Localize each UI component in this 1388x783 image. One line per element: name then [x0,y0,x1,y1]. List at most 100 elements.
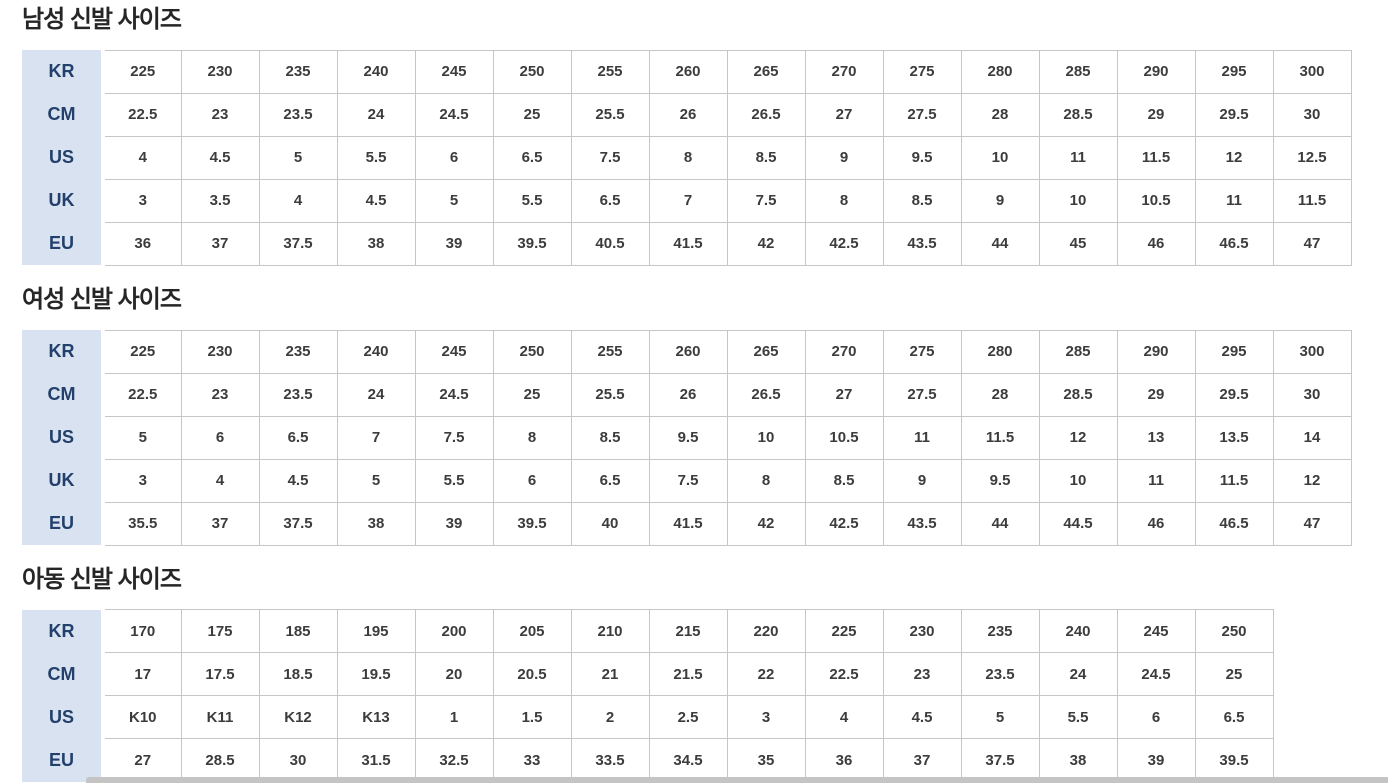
size-cell: 5.5 [492,178,572,223]
size-cell: 32.5 [414,738,494,783]
size-cell: 29 [1116,372,1196,417]
size-cell: 230 [180,329,260,374]
size-cell: 6.5 [570,178,650,223]
size-cell: 23 [180,92,260,137]
size-cell: 1 [414,695,494,740]
size-cell: 28 [960,372,1040,417]
size-cell: 3 [102,178,182,223]
section-title: 남성 신발 사이즈 [22,6,182,33]
size-cell: 6 [492,458,572,503]
table-row: EU 27 28.5 30 31.5 32.5 33 33.5 34.5 35 36 37 37.5 38… [22,738,1274,783]
size-cell: 30 [1272,92,1352,137]
size-cell: 37 [882,738,962,783]
size-cell: 8.5 [804,458,884,503]
size-cell: 27 [804,92,884,137]
size-cell: 265 [726,49,806,94]
size-cell: 39.5 [492,221,572,266]
size-cell: 44 [960,501,1040,546]
size-cell: 5 [336,458,416,503]
size-cell: 2 [570,695,650,740]
size-cell: 7.5 [648,458,728,503]
size-cell: 1.5 [492,695,572,740]
section-title: 여성 신발 사이즈 [22,285,182,313]
size-table: KR 170 175 185 195 200 205 210 215 220 225 230 235 24… [22,609,1274,783]
size-cell: 29 [1116,92,1196,137]
size-cell: 6 [1116,695,1196,740]
horizontal-scrollbar[interactable] [86,777,1388,783]
size-cell: 24 [336,372,416,417]
size-cell: 12 [1038,415,1118,460]
size-cell: 12 [1272,458,1352,503]
size-cell: 235 [258,329,338,374]
size-cell: 36 [102,221,182,266]
size-cell: 13.5 [1194,415,1274,460]
size-section: 여성 신발 사이즈 KR 225 230 235 240 245 250 255 260 265 27… [22,286,1388,546]
size-cell: 47 [1272,501,1352,546]
size-cell: 295 [1194,49,1274,94]
size-cell: K13 [336,695,416,740]
size-cell: 250 [492,49,572,94]
size-cell: 41.5 [648,221,728,266]
size-section: 남성 신발 사이즈 KR 225 230 235 240 245 250 255 260 265 27… [22,6,1388,266]
size-cell: 28.5 [180,738,260,783]
size-cell: 18.5 [258,652,338,697]
size-cell: 8 [492,415,572,460]
size-cell: 25.5 [570,372,650,417]
size-cell: 265 [726,329,806,374]
size-cell: 37 [180,501,260,546]
size-cell: 200 [414,609,494,654]
size-cell: 5 [258,135,338,180]
size-cell: 6.5 [492,135,572,180]
size-cell: 175 [180,609,260,654]
size-cell: 37.5 [258,221,338,266]
row-header-eu: EU [22,502,105,546]
size-cell: 275 [882,49,962,94]
size-cell: 4 [102,135,182,180]
size-cell: 17.5 [180,652,260,697]
size-cell: 5 [102,415,182,460]
size-cell: 235 [960,609,1040,654]
row-header-kr: KR [22,50,105,94]
size-cell: 270 [804,329,884,374]
size-cell: 22.5 [804,652,884,697]
size-cell: 11.5 [1272,178,1352,223]
row-header-eu: EU [22,738,105,782]
size-cell: 23.5 [258,92,338,137]
row-header-uk: UK [22,179,105,223]
size-cell: 170 [102,609,182,654]
size-cell: 37.5 [960,738,1040,783]
size-cell: 4.5 [180,135,260,180]
size-cell: 7 [648,178,728,223]
size-cell: 220 [726,609,806,654]
size-cell: 185 [258,609,338,654]
row-header-us: US [22,416,105,460]
size-cell: 30 [1272,372,1352,417]
size-cell: 45 [1038,221,1118,266]
size-cell: 6.5 [258,415,338,460]
size-cell: 20.5 [492,652,572,697]
size-cell: 235 [258,49,338,94]
size-cell: 42.5 [804,221,884,266]
size-cell: 46 [1116,221,1196,266]
size-cell: 39 [414,501,494,546]
size-cell: 8.5 [726,135,806,180]
size-cell: 28.5 [1038,92,1118,137]
row-header-uk: UK [22,459,105,503]
size-cell: 27 [102,738,182,783]
size-cell: 8 [726,458,806,503]
row-header-eu: EU [22,222,105,266]
size-cell: 10 [1038,178,1118,223]
row-header-cm: CM [22,93,105,137]
size-cell: 46.5 [1194,501,1274,546]
size-cell: 24.5 [414,372,494,417]
size-cell: 27 [804,372,884,417]
size-cell: 9.5 [882,135,962,180]
size-cell: 12.5 [1272,135,1352,180]
table-row: US 4 4.5 5 5.5 6 6.5 7.5 8 8.5 9 9.5 10 11 11.5 12 12.5 [22,135,1352,180]
size-cell: K12 [258,695,338,740]
size-cell: 215 [648,609,728,654]
size-cell: 47 [1272,221,1352,266]
size-cell: 275 [882,329,962,374]
size-cell: 225 [804,609,884,654]
